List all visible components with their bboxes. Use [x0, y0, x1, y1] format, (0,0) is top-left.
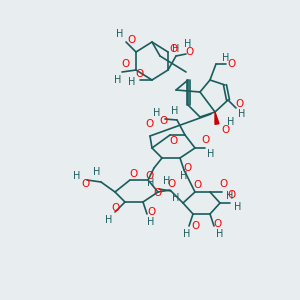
Text: O: O	[193, 180, 201, 190]
Text: H: H	[183, 229, 191, 239]
Text: H: H	[172, 44, 180, 54]
Text: O: O	[159, 116, 167, 126]
Text: H: H	[180, 171, 188, 181]
Text: H: H	[184, 39, 192, 49]
Text: H: H	[216, 229, 224, 239]
Text: O: O	[147, 207, 155, 217]
Text: O: O	[220, 179, 228, 189]
Text: O: O	[191, 221, 199, 231]
Text: H: H	[128, 77, 136, 87]
Text: O: O	[214, 219, 222, 229]
Text: H: H	[147, 178, 155, 188]
Text: O: O	[153, 188, 161, 198]
Text: H: H	[147, 217, 155, 227]
Text: O: O	[146, 119, 154, 129]
Text: H: H	[105, 215, 113, 225]
Text: H: H	[226, 191, 234, 201]
Text: H: H	[207, 149, 215, 159]
Text: O: O	[128, 35, 136, 45]
Text: O: O	[146, 171, 154, 181]
Text: O: O	[168, 179, 176, 189]
Text: H: H	[114, 75, 122, 85]
Text: H: H	[238, 109, 246, 119]
Text: H: H	[172, 193, 180, 203]
Text: O: O	[184, 163, 192, 173]
Text: H: H	[227, 117, 235, 127]
Text: H: H	[222, 53, 230, 63]
Text: O: O	[122, 59, 130, 69]
Text: O: O	[170, 44, 178, 54]
Text: O: O	[228, 59, 236, 69]
Text: O: O	[201, 135, 209, 145]
Text: O: O	[169, 136, 177, 146]
Text: H: H	[73, 171, 81, 181]
Text: O: O	[236, 99, 244, 109]
Text: H: H	[234, 202, 242, 212]
Text: O: O	[111, 203, 119, 213]
Text: O: O	[136, 69, 144, 79]
Text: H: H	[153, 108, 161, 118]
Text: H: H	[93, 167, 101, 177]
Text: O: O	[186, 47, 194, 57]
Text: H: H	[116, 29, 124, 39]
Text: O: O	[228, 190, 236, 200]
Text: O: O	[130, 169, 138, 179]
Text: O: O	[221, 125, 229, 135]
Text: H: H	[171, 106, 179, 116]
Polygon shape	[215, 112, 219, 124]
Text: H: H	[163, 176, 171, 186]
Text: O: O	[81, 179, 89, 189]
